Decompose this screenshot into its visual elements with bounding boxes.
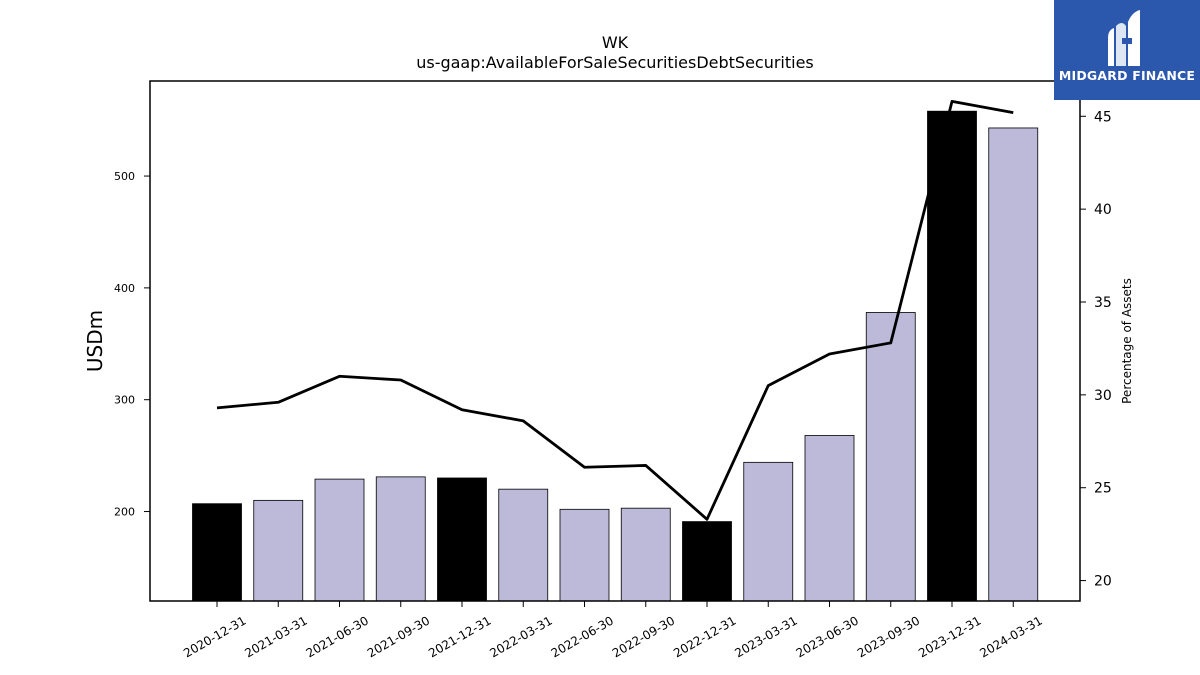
x-tick-label: 2020-12-31 [181, 613, 248, 660]
y2-tick-label: 30 [1094, 388, 1112, 404]
plot-frame [149, 80, 1081, 602]
bar-2023-09-30 [865, 312, 916, 602]
bar-2022-03-31 [498, 488, 549, 602]
x-tick-label: 2021-12-31 [426, 613, 493, 660]
logo-mark-icon [1108, 10, 1140, 66]
x-tick-label: 2023-09-30 [855, 613, 922, 660]
x-tick-label: 2023-06-30 [794, 613, 861, 660]
bar-2023-06-30 [804, 435, 855, 602]
bar-2024-03-31 [988, 127, 1039, 602]
x-tick-label: 2024-03-31 [977, 613, 1044, 660]
bar-2021-03-31 [253, 499, 304, 602]
bar-2020-12-31 [192, 503, 242, 602]
bar-2023-03-31 [743, 461, 794, 602]
bar-2021-09-30 [375, 476, 426, 602]
chart-subtitle: us-gaap:AvailableForSaleSecuritiesDebtSe… [416, 53, 814, 72]
y2-tick-label: 45 [1094, 109, 1112, 125]
percentage-line [216, 100, 1014, 521]
y2-axis-label: Percentage of Assets [1120, 278, 1134, 404]
y-tick-label: 500 [114, 170, 135, 183]
x-tick-label: 2023-03-31 [732, 613, 799, 660]
x-tick-label: 2022-12-31 [671, 613, 738, 660]
x-tick-label: 2021-06-30 [304, 613, 371, 660]
y-tick-label: 400 [114, 282, 135, 295]
y2-tick-label: 35 [1094, 295, 1112, 311]
bar-2021-12-31 [437, 477, 487, 602]
bar-2022-09-30 [620, 507, 671, 602]
y-axis-label: USDm [83, 310, 107, 372]
chart-title: WK [602, 33, 629, 52]
x-tick-label: 2021-03-31 [242, 613, 309, 660]
bar-2022-12-31 [682, 521, 732, 602]
logo-text: MIDGARD FINANCE [1058, 68, 1196, 83]
x-tick-label: 2023-12-31 [916, 613, 983, 660]
y-tick-label: 200 [114, 506, 135, 519]
bar-2021-06-30 [314, 478, 365, 602]
brand-logo: MIDGARD FINANCE [1054, 0, 1200, 100]
bar-2023-12-31 [927, 110, 977, 602]
y2-tick-label: 20 [1094, 574, 1112, 590]
x-tick-label: 2021-09-30 [365, 613, 432, 660]
bar-2022-06-30 [559, 508, 610, 602]
y-tick-label: 300 [114, 394, 135, 407]
x-tick-label: 2022-03-31 [487, 613, 554, 660]
y2-tick-label: 25 [1094, 481, 1112, 497]
x-tick-label: 2022-09-30 [610, 613, 677, 660]
y2-tick-label: 40 [1094, 202, 1112, 218]
x-tick-label: 2022-06-30 [549, 613, 616, 660]
